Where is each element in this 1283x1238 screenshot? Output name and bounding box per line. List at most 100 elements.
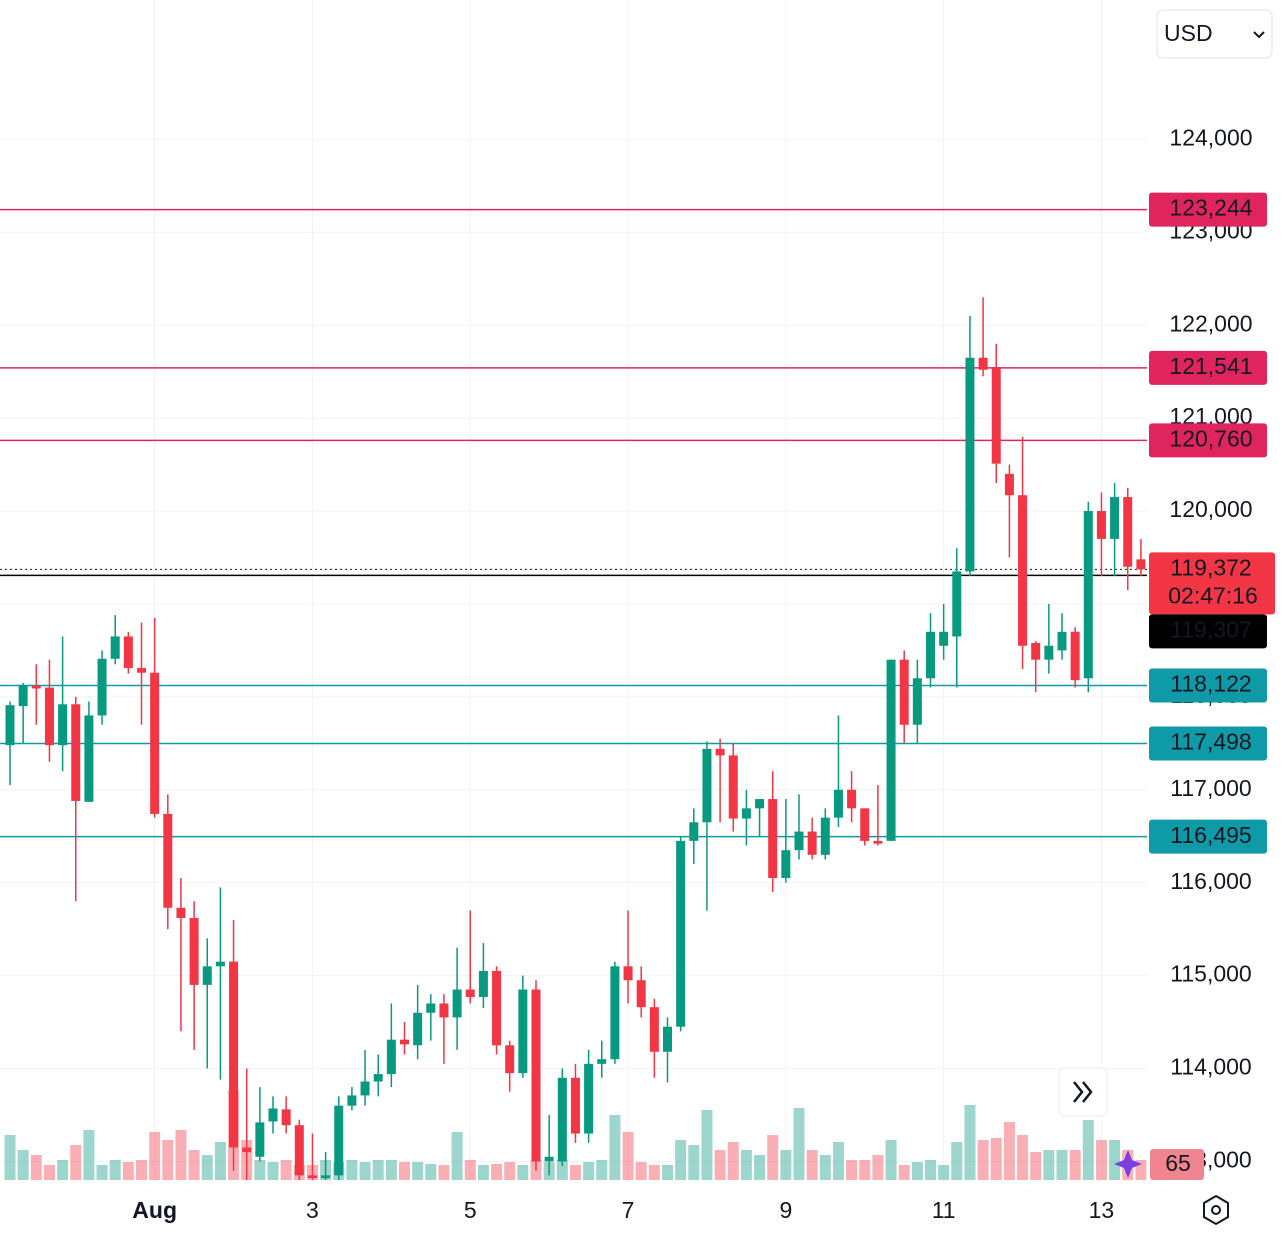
volume-bar (675, 1140, 687, 1180)
volume-bar (938, 1165, 950, 1180)
assistant-icon[interactable] (1114, 1150, 1142, 1178)
x-tick-label: Aug (132, 1197, 177, 1223)
candle-body (991, 367, 1001, 464)
volume-bar (136, 1160, 147, 1180)
candle-body (597, 1059, 607, 1064)
candle-body (137, 668, 146, 673)
candle-body (1057, 631, 1067, 651)
candle-body (584, 1063, 594, 1134)
volume-bar (911, 1162, 923, 1180)
volume-bar (267, 1162, 279, 1180)
y-tick-label: 124,000 (1169, 124, 1252, 150)
candle-body (439, 1003, 449, 1018)
volume-bar (425, 1164, 437, 1180)
volume-bar (819, 1155, 831, 1180)
candle-body (939, 631, 949, 646)
volume-bar (1069, 1150, 1081, 1180)
x-tick-label: 3 (306, 1197, 319, 1223)
y-tick-label: 120,000 (1169, 496, 1252, 522)
candle-body (5, 705, 15, 746)
currency-select[interactable] (1156, 9, 1273, 59)
volume-bar (372, 1160, 384, 1180)
price-line-label: 123,244 (1169, 195, 1252, 221)
candle-body (71, 704, 81, 801)
volume-bar (925, 1160, 936, 1180)
candle-body (452, 989, 462, 1018)
volume-bar (596, 1160, 608, 1180)
crosshair-label: 119,307 (1170, 616, 1251, 642)
last-price-tag (1149, 552, 1275, 615)
candle-body (702, 748, 712, 823)
settings-icon[interactable] (1203, 1194, 1229, 1226)
volume-bar (254, 1160, 266, 1180)
candle-body (110, 636, 120, 659)
volume-bar (727, 1142, 739, 1180)
volume-bar (872, 1155, 884, 1180)
volume-bar (43, 1165, 55, 1180)
volume-bar (1095, 1140, 1107, 1180)
candle-body (965, 357, 975, 572)
volume-bar (504, 1162, 516, 1180)
candle-body (426, 1003, 436, 1013)
volume-bar (83, 1130, 95, 1180)
candle-body (926, 631, 935, 679)
price-line-label: 116,495 (1170, 822, 1251, 848)
volume-bar (57, 1160, 69, 1180)
candle-body (268, 1108, 278, 1122)
candle-body (860, 808, 870, 841)
candle-body (176, 907, 186, 918)
volume-bar (477, 1165, 489, 1180)
volume-bar (438, 1165, 450, 1180)
volume-indicator: 65 (1165, 1150, 1191, 1176)
candle-body (400, 1039, 409, 1045)
axis-labels: 123,244 121,541 120,760 118,122 117,498 116,4… (1149, 192, 1275, 1180)
volume-bar (280, 1160, 292, 1180)
candle-body (952, 571, 962, 637)
x-tick-label: 5 (464, 1197, 477, 1223)
volume-bar (30, 1155, 42, 1180)
candle-body (360, 1081, 370, 1096)
candle-body (215, 961, 225, 967)
candle-body (189, 917, 199, 985)
volume-bar (214, 1142, 226, 1180)
candle-body (531, 989, 541, 1162)
volume-bar (1003, 1122, 1015, 1180)
candle-body (649, 1007, 659, 1052)
candle-body (663, 1026, 672, 1052)
volume-bar (1109, 1140, 1121, 1180)
candle-body (58, 704, 68, 746)
candle-body (281, 1109, 291, 1126)
dropdown-arrow (1253, 31, 1265, 39)
candle-body (755, 799, 765, 809)
x-tick-label: 11 (932, 1197, 956, 1223)
volume-bar (662, 1165, 673, 1180)
volume-bar (96, 1165, 108, 1180)
volume-bar (977, 1140, 989, 1180)
candle-body (794, 831, 804, 851)
x-tick-label: 13 (1089, 1197, 1115, 1223)
volume-bar (688, 1145, 700, 1180)
volume-bar (175, 1130, 187, 1180)
volume-bar (714, 1150, 726, 1180)
candle-body (123, 636, 133, 669)
candle-body (373, 1074, 383, 1082)
candle-body (820, 817, 830, 855)
candle-body (18, 685, 28, 707)
candle-body (321, 1175, 331, 1179)
candle-body (715, 748, 725, 756)
candle-body (84, 715, 94, 802)
candle-body (623, 966, 633, 981)
y-tick-label: 122,000 (1169, 310, 1252, 336)
price-line-tag (1149, 423, 1267, 458)
volume-bar (898, 1165, 910, 1180)
price-line-label: 121,541 (1169, 353, 1252, 379)
candle-body (202, 966, 212, 985)
volume-bar (162, 1140, 174, 1180)
y-tick-label: 117,000 (1170, 775, 1251, 801)
volume-bar (122, 1162, 134, 1180)
currency-text: USD (1164, 20, 1213, 46)
candle-body (465, 989, 475, 997)
volume-bar (1056, 1150, 1068, 1180)
candle-body (741, 808, 751, 819)
